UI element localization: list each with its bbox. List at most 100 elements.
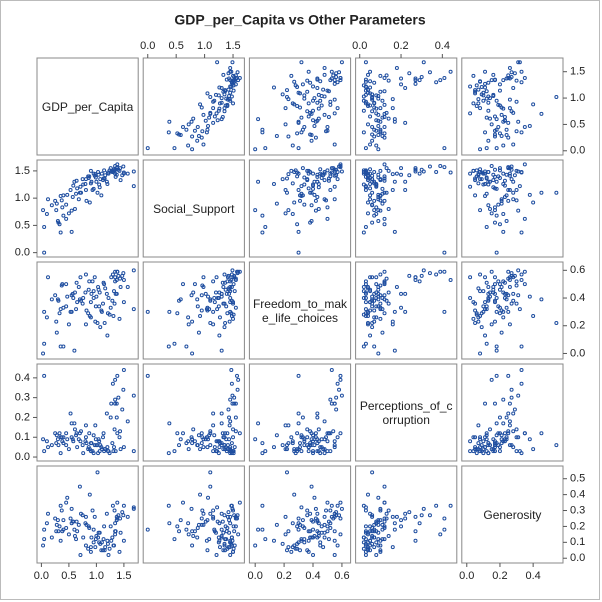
- point: [222, 92, 227, 97]
- point: [293, 168, 298, 173]
- point: [295, 103, 300, 108]
- y-tick-label: 0.0: [15, 247, 30, 259]
- point: [325, 524, 330, 529]
- point: [484, 191, 489, 196]
- point: [486, 80, 491, 85]
- point: [54, 529, 59, 534]
- point: [316, 185, 321, 190]
- point: [372, 527, 377, 532]
- point: [306, 168, 311, 173]
- point: [65, 192, 70, 197]
- point: [325, 216, 330, 221]
- point: [115, 373, 120, 378]
- point: [382, 131, 387, 136]
- point: [368, 91, 373, 96]
- point: [370, 275, 375, 280]
- point: [177, 132, 182, 137]
- panel: [248, 363, 352, 462]
- point: [113, 174, 118, 179]
- point: [488, 179, 493, 184]
- point: [189, 293, 194, 298]
- point: [91, 296, 96, 301]
- point: [519, 367, 524, 372]
- point: [335, 106, 340, 111]
- point: [492, 445, 497, 450]
- point: [507, 419, 512, 424]
- point: [184, 127, 189, 132]
- point: [105, 181, 110, 186]
- point: [478, 437, 483, 442]
- point: [167, 521, 172, 526]
- point: [217, 445, 222, 450]
- point: [527, 294, 532, 299]
- point: [361, 344, 366, 349]
- point: [368, 193, 373, 198]
- point: [211, 309, 216, 314]
- point: [471, 168, 476, 173]
- point: [492, 114, 497, 119]
- point: [224, 537, 229, 542]
- point: [222, 301, 227, 306]
- point: [309, 484, 314, 489]
- point: [481, 171, 486, 176]
- point: [332, 443, 337, 448]
- point: [104, 511, 109, 516]
- point: [231, 427, 236, 432]
- point: [372, 169, 377, 174]
- point: [382, 216, 387, 221]
- point: [315, 77, 320, 82]
- point: [315, 174, 320, 179]
- point: [236, 377, 241, 382]
- point: [166, 451, 171, 456]
- point: [228, 449, 233, 454]
- point: [72, 348, 77, 353]
- point: [211, 120, 216, 125]
- point: [506, 373, 511, 378]
- point: [305, 177, 310, 182]
- panel: [461, 159, 564, 258]
- point: [504, 76, 509, 81]
- point: [483, 275, 488, 280]
- point: [311, 171, 316, 176]
- point: [506, 429, 511, 434]
- point: [489, 211, 494, 216]
- point: [68, 309, 73, 314]
- point: [83, 177, 88, 182]
- point: [208, 320, 213, 325]
- point: [61, 441, 66, 446]
- point: [311, 108, 316, 113]
- point: [502, 178, 507, 183]
- point: [284, 443, 289, 448]
- x-tick-label: 0.4: [435, 40, 450, 52]
- point: [363, 171, 368, 176]
- point: [231, 435, 236, 440]
- point: [233, 514, 238, 519]
- point: [208, 470, 213, 475]
- diagonal-label-box: GDP_per_Capita: [42, 100, 133, 114]
- y-tick-label: 0.4: [15, 372, 30, 384]
- point: [325, 88, 330, 93]
- point: [434, 169, 439, 174]
- point: [296, 187, 301, 192]
- x-tick-label: 1.0: [197, 40, 212, 52]
- point: [93, 304, 98, 309]
- point: [286, 529, 291, 534]
- point: [365, 546, 370, 551]
- point: [514, 129, 519, 134]
- point: [109, 538, 114, 543]
- x-tick-label: 0.0: [459, 570, 474, 582]
- point: [512, 71, 517, 76]
- point: [382, 89, 387, 94]
- point: [506, 269, 511, 274]
- point: [300, 166, 305, 171]
- point: [370, 138, 375, 143]
- x-tick-label: 0.2: [492, 570, 507, 582]
- point: [212, 98, 217, 103]
- point: [208, 110, 213, 115]
- point: [190, 529, 195, 534]
- point: [131, 393, 136, 398]
- point: [363, 508, 368, 513]
- point: [511, 86, 516, 91]
- point: [517, 60, 522, 65]
- point: [217, 441, 222, 446]
